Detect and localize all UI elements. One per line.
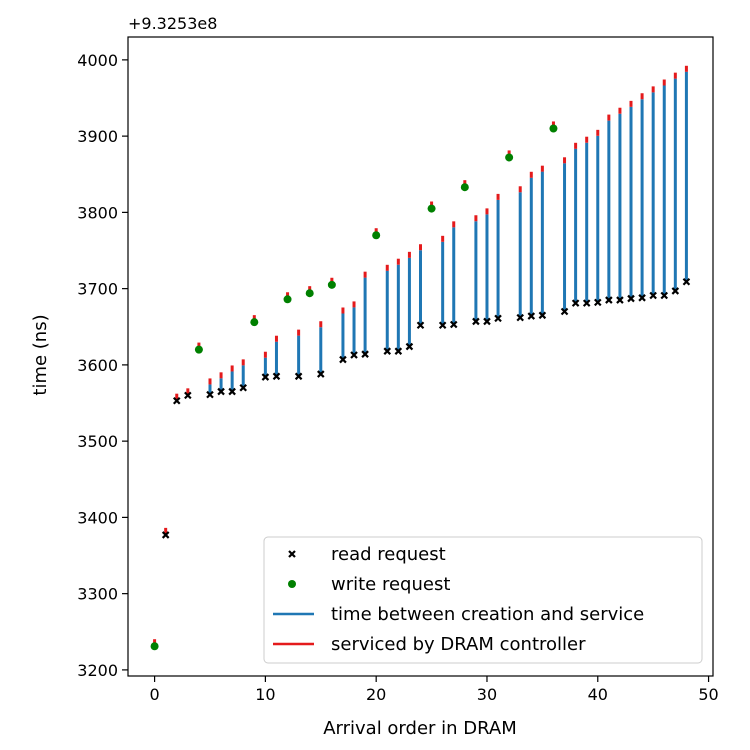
read-point-47 [671,287,680,295]
y-tick-label-3800: 3800 [77,203,118,222]
write-point-14 [305,289,314,298]
read-point-6 [217,387,225,396]
y-tick-label-3900: 3900 [77,127,118,146]
read-point-39 [582,299,591,307]
read-point-33 [516,313,524,322]
write-point-16 [327,280,336,289]
read-point-37 [560,307,569,316]
read-point-26 [438,321,447,330]
x-tick-label-30: 30 [477,685,497,704]
offset-label: +9.3253e8 [128,14,217,33]
legend-read-marker [288,550,296,558]
read-point-46 [660,291,669,300]
read-point-40 [593,298,602,307]
read-point-11 [272,372,281,381]
read-point-21 [383,347,392,355]
read-point-42 [616,296,624,304]
y-tick-label-3400: 3400 [77,508,118,527]
y-tick-label-3700: 3700 [77,280,118,299]
read-point-38 [571,299,580,307]
read-point-17 [339,355,347,364]
y-tick-label-4000: 4000 [77,51,118,70]
write-point-12 [283,295,292,304]
plot-frame [127,36,714,677]
read-point-45 [649,291,657,300]
legend-write-marker [288,580,296,588]
read-point-15 [317,370,325,378]
legend: read request write request time between cr… [263,536,703,664]
read-point-41 [605,296,613,304]
y-tick-label-3300: 3300 [77,585,118,604]
y-tick-label-3600: 3600 [77,356,118,375]
read-point-29 [472,317,480,326]
write-point-36 [549,124,558,133]
read-point-30 [483,317,491,326]
x-axis-label: Arrival order in DRAM [323,718,517,739]
y-axis-label: time (ns) [30,314,51,395]
read-point-24 [416,321,425,330]
read-point-13 [294,372,303,381]
legend-serviced-label: serviced by DRAM controller [331,634,586,655]
plot-marks [150,65,691,651]
read-point-18 [350,351,358,359]
legend-wait-label: time between creation and service [331,604,644,625]
read-point-19 [361,350,369,358]
read-point-22 [394,347,403,355]
legend-write-label: write request [331,574,450,595]
x-tick-label-20: 20 [366,685,386,704]
write-point-0 [150,642,159,651]
read-point-43 [627,294,635,303]
x-tick-label-40: 40 [588,685,608,704]
write-point-25 [427,204,436,213]
legend-read-label: read request [331,544,446,565]
axes: 0 10 20 30 40 50 3200 3300 3400 3500 3600 3700 3800 3… [77,36,719,704]
read-point-5 [206,390,214,399]
read-point-27 [449,320,458,329]
read-point-35 [538,311,547,320]
write-point-9 [250,318,259,327]
x-tick-label-50: 50 [698,685,718,704]
read-point-34 [527,312,536,320]
x-tick-label-10: 10 [255,685,275,704]
read-point-2 [172,396,181,405]
y-tick-label-3500: 3500 [77,432,118,451]
write-point-28 [460,183,469,192]
write-point-32 [505,153,514,162]
read-point-1 [161,531,170,539]
x-tick-label-0: 0 [149,685,159,704]
read-point-7 [228,387,236,396]
y-tick-label-3200: 3200 [77,661,118,680]
read-point-44 [638,294,646,302]
read-point-8 [239,383,248,392]
legend-box [263,536,703,664]
write-point-4 [194,345,203,354]
read-point-10 [261,373,270,381]
write-point-20 [372,231,381,240]
read-point-48 [682,277,691,286]
read-point-23 [405,342,414,351]
read-point-31 [494,314,502,323]
read-point-3 [184,391,192,400]
